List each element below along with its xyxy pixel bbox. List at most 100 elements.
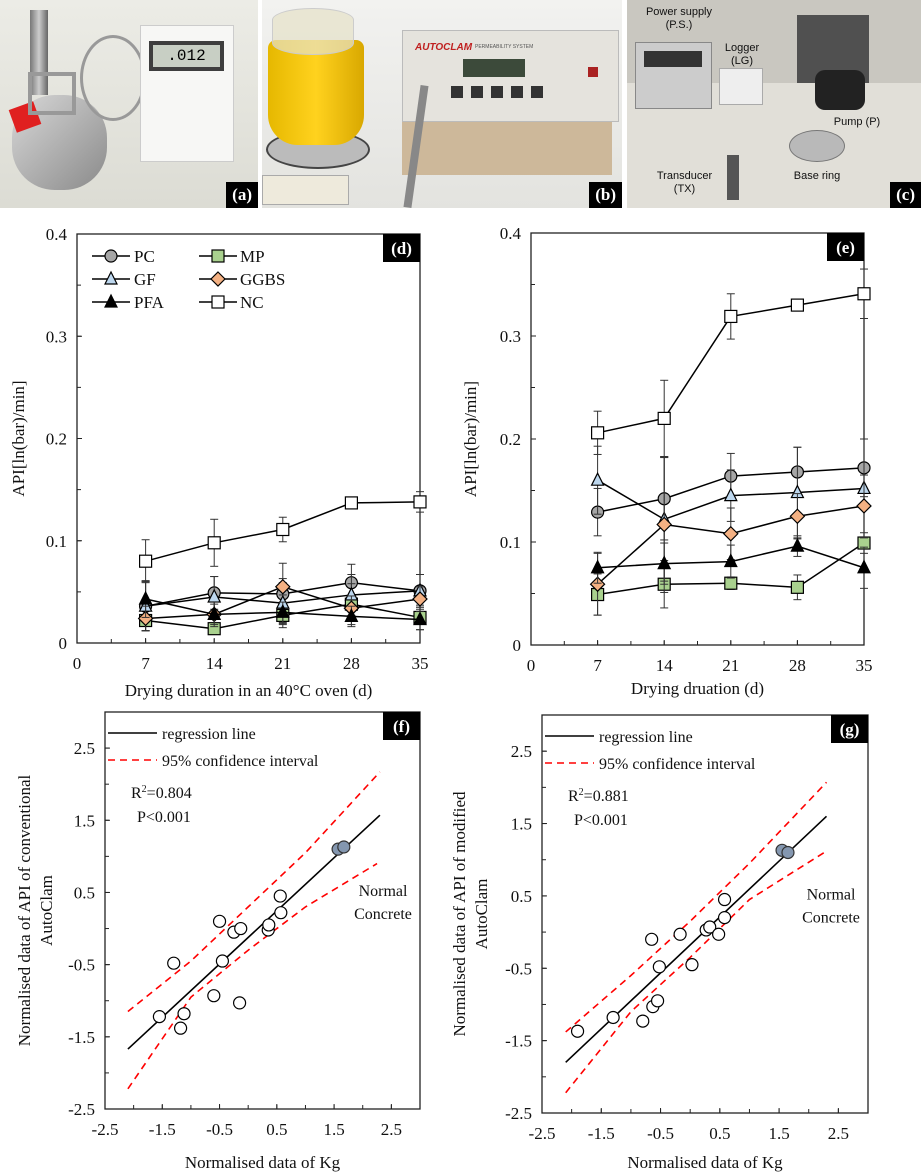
data-point [590,559,605,574]
base-ring-disc [789,130,845,162]
series-nc [590,268,871,458]
y-tick-label: 1.5 [511,815,532,834]
data-point [856,498,872,514]
legend-marker [210,271,226,287]
annotation-normal: Normal [807,887,856,904]
y-tick-label: -1.5 [68,1028,95,1047]
photo-b-autoclam: AUTOCLAM PERMEABILITY SYSTEM (b) [262,0,622,208]
data-point [174,1021,188,1035]
x-tick-label: 1.5 [768,1124,789,1143]
panel-label-a: (a) [226,182,258,208]
chart-e: 0 7 14 21 28 35 0 0.1 0.2 0.3 0.4 Drying druation (… [461,224,873,698]
data-point [274,578,291,595]
y-tick-label: 2.5 [511,742,532,761]
legend-marker [104,270,118,285]
data-point [274,906,288,920]
data-point [215,954,230,968]
r-squared-text: R2=0.804 [131,784,192,802]
power-button [588,67,598,77]
data-point [412,591,428,607]
y-tick-label: 0.5 [511,887,532,906]
panel-label: (e) [836,238,855,257]
data-point [262,918,276,932]
power-supply-unit [635,42,712,109]
data-point [207,989,221,1003]
panel-label-b: (b) [589,182,622,208]
data-point [275,603,290,618]
legend-regression-label: regression line [599,729,693,746]
y-tick-label: 1.5 [74,811,95,830]
x-tick-label: 0 [527,656,536,675]
transducer-body [727,155,739,200]
data-point [657,555,672,570]
x-tick-label: 28 [343,654,360,673]
ci-upper-line [127,771,381,1013]
panel-label: (d) [391,239,412,258]
legend: regression line 95% confidence interval [545,729,756,773]
lcd-screen: .012 [153,45,220,67]
keypad [451,86,549,98]
series-pfa [590,535,871,589]
control-unit: AUTOCLAM PERMEABILITY SYSTEM [402,30,619,122]
plot-frame [104,711,421,1110]
y-tick-label: 2.5 [74,739,95,758]
data-point [703,920,717,934]
data-point [636,1014,650,1028]
panel-label-box [827,233,864,261]
panel-label: (f) [393,717,410,736]
chart-f: -2.5 -1.5 -0.5 0.5 1.5 2.5 -2.5 -1.5 -0.5 0.5 1.5 2… [15,711,421,1172]
y-tick-label: 0.2 [46,430,67,449]
data-point [712,927,726,941]
lcd-display: .012 [149,41,224,71]
panel-label-box [831,715,868,743]
data-point-normal-concrete [781,845,795,860]
data-point [857,287,871,301]
data-point [657,411,671,425]
plot-frame [541,714,869,1114]
label-transducer: Transducer (TX) [656,170,713,195]
legend-label: GGBS [240,270,285,289]
annotation-concrete: Concrete [354,906,412,923]
y-tick-label: 0.1 [46,532,67,551]
x-tick-label: 35 [856,656,873,675]
chart-d: 0 7 14 21 28 35 0 0.1 0.2 0.3 0.4 Drying duration i… [9,225,429,700]
legend-item-ggbs: GGBS [199,270,285,289]
annotation-concrete: Concrete [802,910,860,927]
x-axis-label: Normalised data of Kg [627,1153,783,1172]
x-tick-label: 21 [274,654,291,673]
legend-label: PC [134,247,155,266]
data-point [234,921,248,936]
y-axis-label-line2: AutoClam [37,875,56,946]
legend-marker [211,249,225,263]
data-point [152,1010,167,1024]
legend-ci-label: 95% confidence interval [162,753,319,770]
data-point [413,611,427,626]
y-tick-label: -1.5 [505,1032,532,1051]
data-point [590,426,605,440]
data-point [212,914,227,928]
legend-label: NC [240,293,264,312]
ci-lower-line [127,862,378,1090]
ci-lower-line [565,850,827,1094]
legend: regression line 95% confidence interval [108,726,319,770]
data-point [790,298,805,312]
data-point [857,559,871,574]
data-point [344,608,359,623]
r-squared-text: R2=0.881 [568,787,629,805]
panel-label-box [383,712,420,740]
y-tick-label: 0.4 [500,224,522,243]
data-point [723,487,738,502]
x-tick-label: -2.5 [529,1124,556,1143]
syringe [262,175,349,205]
logger-unit [719,68,763,105]
panel-label: (g) [840,720,860,739]
legend-marker [211,295,225,309]
yellow-cylinder [268,40,364,145]
x-tick-label: 21 [722,656,739,675]
data-point [650,994,665,1008]
legend-ci-label: 95% confidence interval [599,756,756,773]
legend-item-pc: PC [92,247,155,266]
x-tick-label: -0.5 [647,1124,674,1143]
legend-marker [104,249,118,263]
